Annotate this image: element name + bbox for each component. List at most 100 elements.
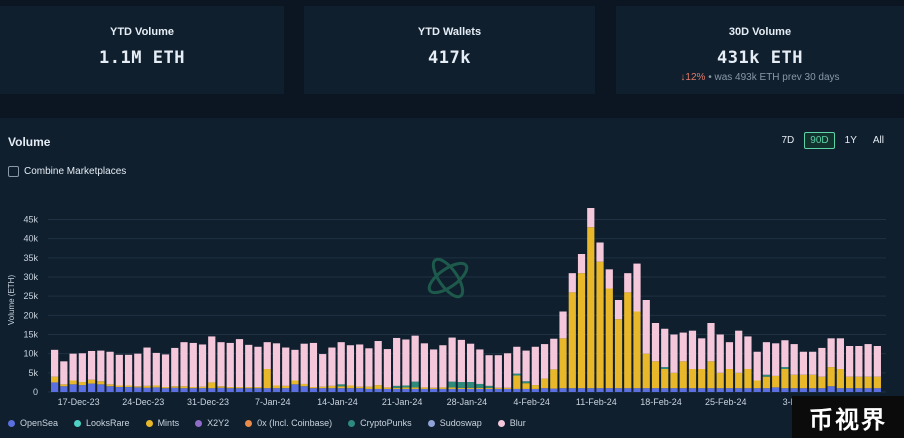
bar-segment-opensea: [356, 388, 364, 392]
bar-segment-opensea: [309, 388, 318, 392]
bar-segment-opensea: [171, 387, 179, 392]
bar-segment-blur: [698, 338, 706, 369]
bar-segment-blur: [51, 349, 59, 377]
bar-segment-mints: [688, 369, 697, 389]
bar-segment-opensea: [679, 388, 687, 392]
bar-segment-blur: [577, 254, 586, 274]
bar-segment-opensea: [670, 388, 678, 392]
bar-segment-mints: [282, 385, 290, 389]
bar-segment-mints: [716, 372, 724, 389]
legend-item-x2y2[interactable]: X2Y2: [195, 418, 229, 428]
bar-segment-opensea: [226, 388, 234, 392]
bar-segment-mints: [614, 319, 623, 389]
bar-segment-mints: [513, 375, 521, 389]
bar-segment-cryptopunks: [762, 374, 771, 377]
d30-volume-card: 30D Volume 431k ETH ↓12% • was 493k ETH …: [616, 6, 904, 94]
legend-dot: [145, 419, 153, 427]
bar-segment-mints: [411, 387, 419, 389]
bar-segment-opensea: [799, 388, 808, 392]
bar-segment-opensea: [818, 388, 826, 392]
bar-segment-mints: [430, 387, 438, 389]
bar-segment-blur: [864, 344, 872, 377]
bar-segment-blur: [596, 242, 604, 262]
ytd-wallets-value: 417k: [428, 48, 471, 68]
bar-segment-mints: [735, 372, 743, 389]
x-tick-label: 28-Jan-24: [447, 397, 488, 407]
bar-segment-opensea: [87, 383, 96, 392]
bar-segment-mints: [550, 369, 558, 389]
bar-segment-blur: [448, 337, 456, 382]
bar-segment-mints: [189, 387, 197, 389]
x-tick-label: 14-Jan-24: [317, 397, 358, 407]
bar-segment-opensea: [467, 388, 475, 392]
bar-segment-mints: [254, 387, 262, 389]
bar-segment-opensea: [430, 388, 438, 392]
bar-segment-opensea: [540, 388, 549, 392]
bar-segment-mints: [143, 385, 151, 388]
legend-item-sudoswap[interactable]: Sudoswap: [427, 418, 482, 428]
bar-segment-blur: [346, 345, 355, 386]
bar-segment-opensea: [374, 388, 382, 392]
bar-segment-mints: [485, 387, 493, 389]
bar-segment-blur: [559, 311, 567, 339]
bar-segment-opensea: [873, 388, 881, 392]
bar-segment-mints: [365, 386, 373, 389]
legend-label: X2Y2: [207, 418, 230, 428]
bar-segment-blur: [790, 344, 798, 375]
legend-label: Blur: [509, 418, 526, 428]
bar-segment-opensea: [337, 388, 345, 392]
ytd-wallets-label: YTD Wallets: [417, 26, 482, 38]
legend-item-blur[interactable]: Blur: [497, 418, 526, 428]
x-tick-label: 17-Dec-23: [58, 397, 100, 407]
bar-segment-blur: [420, 343, 428, 388]
bar-segment-mints: [494, 387, 502, 389]
range-all-button[interactable]: All: [872, 135, 884, 146]
bar-segment-cryptopunks: [485, 385, 493, 388]
bar-segment-mints: [698, 369, 706, 389]
bar-segment-opensea: [614, 388, 623, 392]
range-1y-button[interactable]: 1Y: [844, 135, 857, 146]
bar-segment-mints: [799, 374, 808, 389]
legend-item-looksrare[interactable]: LooksRare: [74, 418, 130, 428]
x-tick-label: 25-Feb-24: [705, 397, 747, 407]
bar-segment-mints: [134, 386, 142, 388]
combine-checkbox[interactable]: [8, 166, 19, 177]
legend-item-cryptopunks[interactable]: CryptoPunks: [348, 418, 412, 428]
legend-item-mints[interactable]: Mints: [145, 418, 179, 428]
bar-segment-mints: [328, 385, 336, 389]
d30-volume-value: 431k ETH: [717, 48, 803, 68]
bar-segment-opensea: [753, 388, 761, 392]
legend-item-0x[interactable]: 0x (Incl. Coinbase): [245, 418, 332, 428]
bar-segment-mints: [383, 387, 392, 389]
bar-segment-cryptopunks: [476, 383, 484, 388]
bar-segment-opensea: [522, 388, 530, 392]
bar-segment-opensea: [60, 386, 68, 392]
range-7d-button[interactable]: 7D: [781, 135, 795, 146]
bar-segment-blur: [651, 323, 660, 362]
legend-item-opensea[interactable]: OpenSea: [8, 418, 58, 428]
y-tick-label: 0: [33, 387, 38, 397]
bar-segment-mints: [69, 380, 77, 385]
bar-segment-blur: [374, 341, 382, 386]
x-tick-label: 18-Feb-24: [640, 397, 682, 407]
brand-logo-icon: [431, 257, 465, 299]
bar-segment-cryptopunks: [661, 367, 669, 369]
bar-segment-blur: [587, 208, 595, 228]
bar-segment-mints: [846, 376, 854, 389]
combine-marketplaces-toggle[interactable]: Combine Marketplaces: [8, 166, 126, 177]
volume-chart: 0 5k 10k 15k 20k 25k 30k 35k 40k 45k Volume (ETH) 1…: [7, 208, 886, 407]
bar-segment-blur: [836, 338, 844, 369]
range-90d-button[interactable]: 90D: [804, 132, 835, 149]
bar-segment-blur: [198, 344, 207, 387]
bar-segment-mints: [226, 387, 234, 389]
bar-segment-blur: [402, 339, 410, 386]
bar-segment-opensea: [235, 388, 244, 392]
bar-segment-mints: [596, 261, 604, 389]
bar-segment-mints: [300, 383, 308, 387]
bar-segment-opensea: [864, 388, 872, 392]
y-tick-label: 20k: [23, 310, 38, 320]
legend-label: LooksRare: [86, 418, 130, 428]
bar-segment-blur: [494, 355, 502, 388]
bar-segment-blur: [614, 300, 623, 320]
bar-segment-opensea: [559, 388, 567, 392]
